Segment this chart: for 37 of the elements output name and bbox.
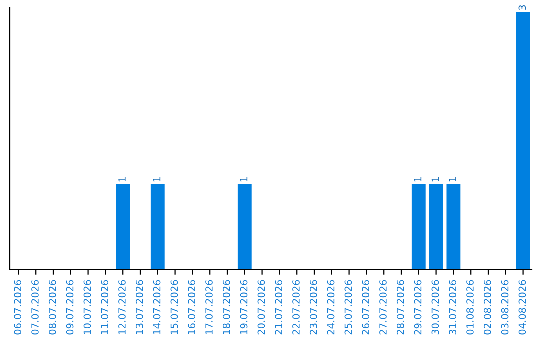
x-tick-label: 04.08.2026	[518, 280, 526, 335]
x-tick-label: 08.07.2026	[48, 280, 56, 335]
x-tick-label: 12.07.2026	[118, 280, 126, 334]
x-tick-label: 24.07.2026	[327, 280, 335, 335]
x-tick-label: 18.07.2026	[222, 280, 230, 334]
x-tick-label: 28.07.2026	[396, 280, 404, 335]
x-tick-label: 20.07.2026	[258, 280, 266, 335]
x-tick-label: 19.07.2026	[240, 280, 248, 334]
x-tick-label: 10.07.2026	[84, 280, 92, 334]
x-tick-label: 25.07.2026	[344, 280, 352, 335]
x-tick-label: 17.07.2026	[206, 280, 213, 334]
x-tick-label: 03.08.2026	[501, 280, 509, 335]
x-tick-label: 16.07.2026	[188, 280, 196, 334]
x-tick-label: 02.08.2026	[484, 280, 492, 335]
data-label: 1	[449, 177, 456, 182]
x-tick-label: 23.07.2026	[310, 280, 318, 335]
x-tick-label: 21.07.2026	[275, 280, 283, 335]
x-tick-label: 22.07.2026	[292, 280, 300, 335]
data-label: 1	[118, 177, 126, 182]
data-label: 1	[414, 177, 422, 182]
data-label: 1	[153, 177, 161, 182]
x-tick-label: 11.07.2026	[101, 280, 109, 334]
x-tick-label: 31.07.2026	[449, 280, 457, 335]
x-tick-label: 14.07.2026	[153, 280, 161, 334]
x-tick-label: 01.08.2026	[466, 280, 474, 335]
data-label: 3	[518, 6, 526, 10]
x-tick-label: 15.07.2026	[170, 280, 178, 334]
x-tick-label: 26.07.2026	[362, 280, 370, 335]
x-tick-label: 07.07.2026	[32, 280, 39, 335]
x-tick-label: 27.07.2026	[380, 280, 387, 335]
x-tick-label: 29.07.2026	[414, 280, 422, 335]
data-label: 1	[432, 177, 439, 182]
x-tick-label: 06.07.2026	[14, 280, 22, 335]
data-label: 1	[240, 177, 248, 182]
x-tick-label: 30.07.2026	[432, 280, 440, 335]
x-tick-label: 13.07.2026	[136, 280, 144, 334]
x-tick-label: 09.07.2026	[66, 280, 74, 335]
